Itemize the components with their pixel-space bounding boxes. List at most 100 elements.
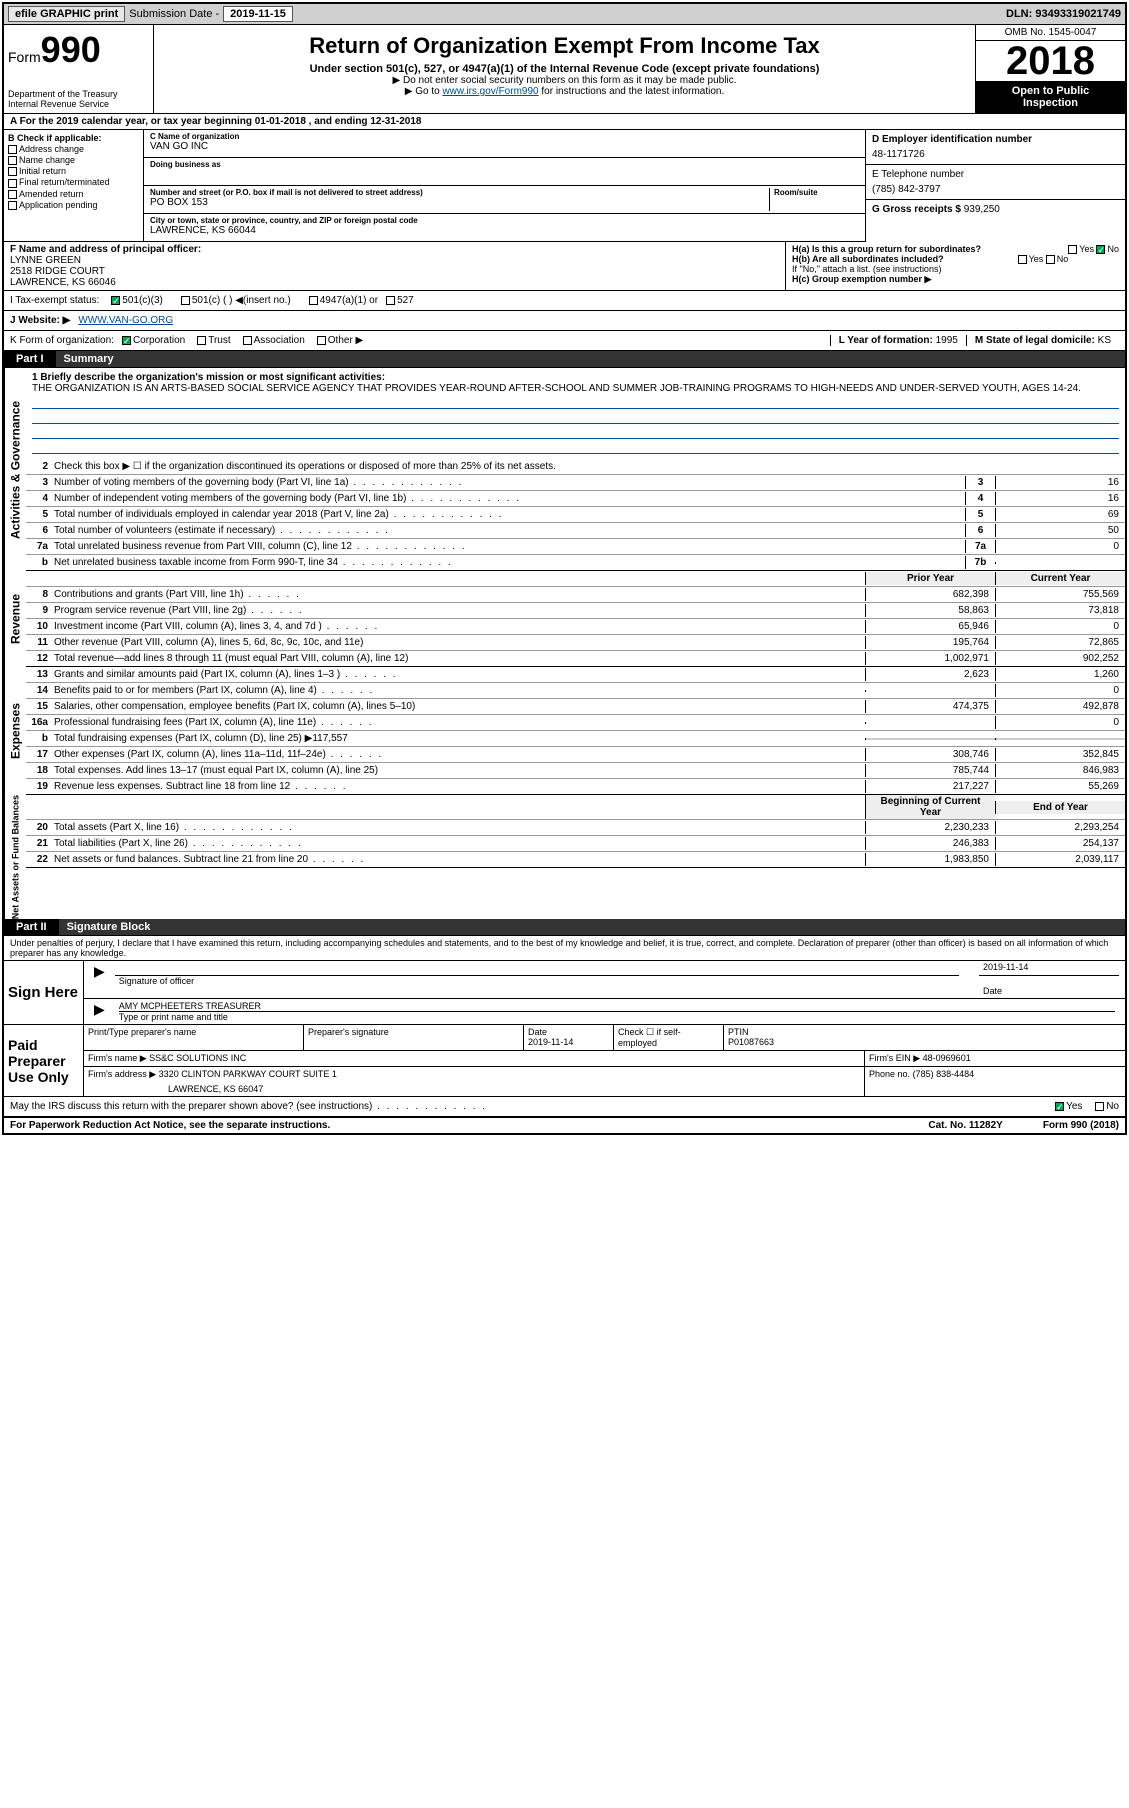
l21-c: 254,137 [995,837,1125,850]
line-16b: b Total fundraising expenses (Part IX, c… [26,731,1125,747]
other-checkbox[interactable] [317,336,326,345]
l18-d: Total expenses. Add lines 13–17 (must eq… [52,764,865,777]
irs-link[interactable]: www.irs.gov/Form990 [442,86,538,97]
open-public: Open to Public Inspection [976,81,1125,113]
discuss-yes: Yes [1066,1101,1082,1112]
l7b-v [995,562,1125,564]
hb-yes: Yes [1029,254,1044,264]
l21-p: 246,383 [865,837,995,850]
ha-label: H(a) Is this a group return for subordin… [792,244,981,254]
footer: For Paperwork Reduction Act Notice, see … [4,1118,1125,1133]
l16b-n: b [26,733,52,744]
ha-no-checkbox[interactable] [1096,245,1105,254]
officer-city: LAWRENCE, KS 66046 [10,277,779,288]
l12-p: 1,002,971 [865,652,995,665]
line-14: 14 Benefits paid to or for members (Part… [26,683,1125,699]
l5-d: Total number of individuals employed in … [52,508,965,521]
l16b-c [995,738,1125,740]
firm-addr1: 3320 CLINTON PARKWAY COURT SUITE 1 [159,1069,337,1079]
website-link[interactable]: WWW.VAN-GO.ORG [78,315,173,326]
hb-no-checkbox[interactable] [1046,255,1055,264]
officer-printed-name: AMY MCPHEETERS TREASURER [119,1001,1115,1012]
line-10: 10 Investment income (Part VIII, column … [26,619,1125,635]
l13-p: 2,623 [865,668,995,681]
l12-c: 902,252 [995,652,1125,665]
ptin-label: PTIN [728,1027,1121,1037]
preparer-row: Paid Preparer Use Only Print/Type prepar… [4,1025,1125,1097]
org-name: VAN GO INC [150,141,859,152]
prep-date: 2019-11-14 [528,1037,609,1047]
line-16a: 16a Professional fundraising fees (Part … [26,715,1125,731]
preparer-table: Print/Type preparer's name Preparer's si… [84,1025,1125,1096]
part1-num: Part I [4,351,56,367]
section-i: I Tax-exempt status: 501(c)(3) 501(c) ( … [4,291,1125,311]
l15-d: Salaries, other compensation, employee b… [52,700,865,713]
l8-c: 755,569 [995,588,1125,601]
line-22: 22 Net assets or fund balances. Subtract… [26,852,1125,868]
col-end: End of Year [995,801,1125,814]
l12-d: Total revenue—add lines 8 through 11 (mu… [52,652,865,665]
l22-d: Net assets or fund balances. Subtract li… [52,853,865,866]
netassets-label: Net Assets or Fund Balances [4,795,26,919]
l4-b: 4 [965,492,995,505]
l11-d: Other revenue (Part VIII, column (A), li… [52,636,865,649]
l3-d: Number of voting members of the governin… [52,476,965,489]
entity-block: B Check if applicable: Address change Na… [4,130,1125,242]
i-o2: 501(c) ( ) ◀(insert no.) [192,295,291,306]
corp-checkbox[interactable] [122,336,131,345]
efile-print-button[interactable]: efile GRAPHIC print [8,6,125,22]
501c-checkbox[interactable] [181,296,190,305]
form-num: 990 [41,29,101,70]
i-o1: 501(c)(3) [122,295,163,306]
l18-p: 785,744 [865,764,995,777]
527-checkbox[interactable] [386,296,395,305]
governance-label: Activities & Governance [4,368,26,571]
firm-name: SS&C SOLUTIONS INC [149,1053,246,1063]
4947-checkbox[interactable] [309,296,318,305]
ha-yes-checkbox[interactable] [1068,245,1077,254]
l11-p: 195,764 [865,636,995,649]
expenses-section: Expenses 13 Grants and similar amounts p… [4,667,1125,795]
l7b-b: 7b [965,556,995,569]
section-j: J Website: ▶ WWW.VAN-GO.ORG [4,311,1125,331]
l-label: L Year of formation: [839,335,933,346]
l3-v: 16 [995,476,1125,489]
discuss-no-checkbox[interactable] [1095,1102,1104,1111]
submission-label: Submission Date - [129,8,219,20]
discuss-yes-checkbox[interactable] [1055,1102,1064,1111]
amended-return-checkbox[interactable] [8,190,17,199]
trust-checkbox[interactable] [197,336,206,345]
section-h: H(a) Is this a group return for subordin… [785,242,1125,290]
l6-n: 6 [26,525,52,536]
final-return-checkbox[interactable] [8,179,17,188]
address-change-checkbox[interactable] [8,145,17,154]
rev-colheader: Prior Year Current Year [26,571,1125,587]
b-final: Final return/terminated [19,177,110,187]
application-pending-checkbox[interactable] [8,201,17,210]
section-c: C Name of organization VAN GO INC Doing … [144,130,865,242]
line-5: 5 Total number of individuals employed i… [26,507,1125,523]
l15-p: 474,375 [865,700,995,713]
section-b: B Check if applicable: Address change Na… [4,130,144,242]
l11-c: 72,865 [995,636,1125,649]
line-15: 15 Salaries, other compensation, employe… [26,699,1125,715]
b-app: Application pending [19,200,98,210]
m-label: M State of legal domicile: [975,335,1095,346]
501c3-checkbox[interactable] [111,296,120,305]
l17-p: 308,746 [865,748,995,761]
sign-here-row: Sign Here ▶ Signature of officer 2019-11… [4,961,1125,1025]
line-6: 6 Total number of volunteers (estimate i… [26,523,1125,539]
part2-num: Part II [4,919,59,935]
l-value: 1995 [936,335,958,346]
officer-name: LYNNE GREEN [10,255,779,266]
l9-n: 9 [26,605,52,616]
tax-year: 2018 [976,41,1125,81]
footer-mid: Cat. No. 11282Y [928,1120,1002,1131]
line-17: 17 Other expenses (Part IX, column (A), … [26,747,1125,763]
name-change-checkbox[interactable] [8,156,17,165]
assoc-checkbox[interactable] [243,336,252,345]
line-7a: 7a Total unrelated business revenue from… [26,539,1125,555]
line-8: 8 Contributions and grants (Part VIII, l… [26,587,1125,603]
hb-yes-checkbox[interactable] [1018,255,1027,264]
initial-return-checkbox[interactable] [8,167,17,176]
